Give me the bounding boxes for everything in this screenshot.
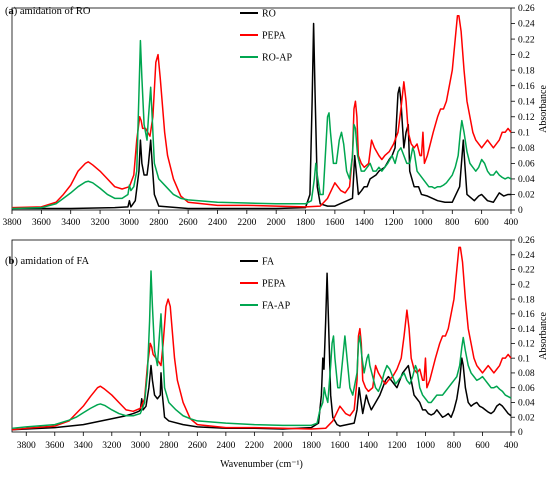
x-tick-label: 600 xyxy=(475,441,490,451)
x-tick-label: 1200 xyxy=(384,218,403,228)
y-tick-label: 0.26 xyxy=(518,236,535,246)
panel-a-chart: 3800 3600 3400 3200 3000 2800 2600 2400 2200 2000… xyxy=(3,4,550,228)
x-tick-label: 3600 xyxy=(45,441,64,451)
series-line-ro xyxy=(12,22,511,210)
y-tick-label: 0.02 xyxy=(518,191,535,201)
y-tick-label: 0.22 xyxy=(518,35,535,45)
y-tick-label: 0.16 xyxy=(518,310,535,320)
legend-label-fa-ap: FA-AP xyxy=(262,301,291,312)
x-tick-label: 3600 xyxy=(32,218,51,228)
legend-label-pepa: PEPA xyxy=(262,31,286,42)
y-tick-label: 0.2 xyxy=(518,281,530,291)
y-tick-label: 0.14 xyxy=(518,325,535,335)
y-tick-label: 0.2 xyxy=(518,51,530,61)
x-tick-label: 3200 xyxy=(91,218,110,228)
x-tick-label: 2000 xyxy=(273,441,292,451)
legend-label-fa: FA xyxy=(262,257,275,268)
plot-area-frame xyxy=(11,7,512,211)
x-tick-label: 1000 xyxy=(416,441,435,451)
y-tick-label: 0.06 xyxy=(518,384,535,394)
y-tick-label: 0.02 xyxy=(518,413,535,423)
plot-area-frame xyxy=(11,239,512,433)
x-tick-label: 1600 xyxy=(330,441,349,451)
panel-title: (b) amidation of FA xyxy=(5,256,90,267)
x-tick-label: 400 xyxy=(504,441,519,451)
x-tick-label: 3000 xyxy=(131,441,150,451)
x-tick-label: 1400 xyxy=(355,218,374,228)
x-tick-label: 800 xyxy=(445,218,460,228)
y-tick-label: 0.04 xyxy=(518,399,535,409)
y-tick-label: 0.12 xyxy=(518,340,535,350)
x-tick-label: 2200 xyxy=(237,218,256,228)
x-tick-label: 1400 xyxy=(359,441,378,451)
x-tick-label: 2800 xyxy=(149,218,168,228)
x-tick-label: 1800 xyxy=(296,218,315,228)
y-tick-label: 0 xyxy=(518,428,523,438)
series-line-fa-ap xyxy=(11,270,512,430)
x-tick-label: 400 xyxy=(504,218,519,228)
y-tick-label: 0.22 xyxy=(518,266,535,276)
x-tick-label: 3200 xyxy=(102,441,121,451)
x-tick-label: 2800 xyxy=(159,441,178,451)
x-tick-label: 3000 xyxy=(120,218,139,228)
x-tick-label: 2000 xyxy=(267,218,286,228)
y-axis-title: Absorbance xyxy=(538,85,549,133)
y-tick-label: 0 xyxy=(518,206,523,216)
y-tick-label: 0.08 xyxy=(518,144,535,154)
y-tick-label: 0.18 xyxy=(518,66,535,76)
y-tick-label: 0.14 xyxy=(518,97,535,107)
y-axis-title: Absorbance xyxy=(538,312,549,360)
x-tick-label: 1800 xyxy=(302,441,321,451)
y-tick-label: 0.04 xyxy=(518,175,535,185)
series-line-pepa xyxy=(11,15,512,209)
x-tick-label: 2400 xyxy=(216,441,235,451)
y-tick-label: 0.06 xyxy=(518,160,535,170)
y-tick-label: 0.24 xyxy=(518,20,535,30)
series-line-pepa xyxy=(11,246,512,431)
y-tick-label: 0.24 xyxy=(518,251,535,261)
x-tick-label: 1000 xyxy=(413,218,432,228)
x-tick-label: 600 xyxy=(475,218,490,228)
legend-label-ro: RO xyxy=(262,9,276,20)
x-tick-label: 800 xyxy=(447,441,462,451)
x-tick-label: 3400 xyxy=(61,218,80,228)
x-tick-label: 3800 xyxy=(17,441,36,451)
series-line-ro-ap xyxy=(11,39,512,210)
panel-b-chart: 3800 3600 3400 3200 3000 2800 2600 2400 2200 2000… xyxy=(5,236,549,470)
legend-label-pepa: PEPA xyxy=(262,279,286,290)
x-tick-label: 2400 xyxy=(208,218,227,228)
y-tick-label: 0.18 xyxy=(518,295,535,305)
x-tick-label: 2600 xyxy=(179,218,198,228)
x-tick-label: 1200 xyxy=(387,441,406,451)
x-axis-title: Wavenumber (cm⁻¹) xyxy=(220,459,303,470)
x-tick-label: 1600 xyxy=(325,218,344,228)
legend-label-ro-ap: RO-AP xyxy=(262,53,292,64)
x-tick-label: 2600 xyxy=(188,441,207,451)
y-tick-label: 0.26 xyxy=(518,4,535,14)
x-tick-label: 3800 xyxy=(3,218,22,228)
x-tick-label: 2200 xyxy=(245,441,264,451)
y-tick-label: 0.12 xyxy=(518,113,535,123)
y-tick-label: 0.08 xyxy=(518,369,535,379)
y-tick-label: 0.1 xyxy=(518,129,530,139)
x-tick-label: 3400 xyxy=(74,441,93,451)
series-line-fa xyxy=(11,272,512,431)
y-tick-label: 0.16 xyxy=(518,82,535,92)
y-tick-label: 0.1 xyxy=(518,354,530,364)
panel-title: (a) amidation of RO xyxy=(5,6,91,17)
